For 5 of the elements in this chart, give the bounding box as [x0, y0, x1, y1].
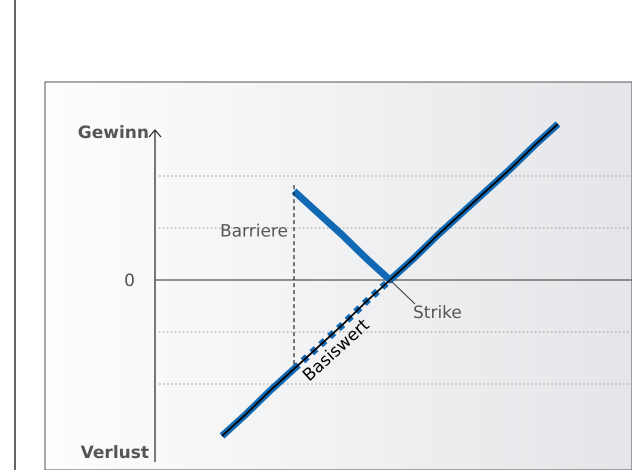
text: Gewinn [78, 123, 149, 143]
annotation: Strike [413, 303, 462, 323]
annotation: Barriere [220, 221, 288, 242]
text: Verlust [80, 443, 149, 463]
ref-line-label: 0 [124, 270, 135, 291]
